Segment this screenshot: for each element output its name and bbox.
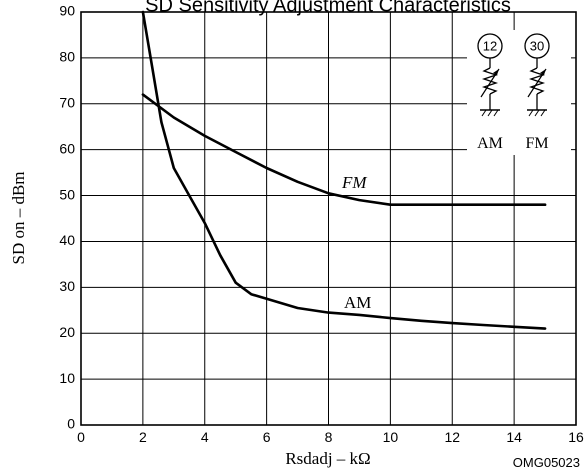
series-line-am: [141, 10, 547, 330]
pin-12-ground-hatch-2: [487, 109, 493, 117]
pin-30-arrowhead-icon: [540, 69, 546, 75]
pin-30-resistor-icon: [528, 67, 546, 95]
pin-12-resistor-icon: [481, 67, 499, 95]
y-tick-label: 80: [59, 49, 75, 65]
y-tick-label: 10: [59, 370, 75, 386]
x-tick-label: 4: [201, 429, 209, 445]
inset-label-fm: FM: [525, 135, 548, 152]
pin-30-ground-hatch-2: [534, 109, 540, 117]
pin-30-ground-hatch-3: [540, 109, 546, 117]
pin-30-ground-hatch-1: [528, 109, 534, 117]
y-tick-label: 20: [59, 324, 75, 340]
plot-frame: [80, 11, 577, 426]
pin-12-label: 12: [483, 38, 497, 53]
series-line-fm: [141, 93, 547, 206]
y-tick-label: 0: [67, 416, 75, 432]
tick-labels: 0 2 4 6 8 10 12 14 16 0 10 20 30 40 50 60 70 80 90: [59, 3, 584, 445]
pin-12-arrowhead-icon: [493, 69, 499, 75]
x-tick-label: 8: [325, 429, 333, 445]
x-tick-label: 16: [568, 429, 584, 445]
series-lines: [141, 10, 547, 330]
figure-code: OMG05023: [513, 455, 580, 470]
x-tick-label: 14: [506, 429, 522, 445]
series-label-am: AM: [344, 293, 371, 312]
x-axis-title: Rsdadj – kΩ: [285, 449, 370, 468]
pin-30-label: 30: [530, 38, 544, 53]
x-tick-label: 6: [263, 429, 271, 445]
y-tick-label: 90: [59, 3, 75, 19]
y-tick-label: 70: [59, 94, 75, 110]
inset-label-am: AM: [477, 135, 503, 152]
inset-schematic: 12 AM 30 FM: [467, 30, 571, 155]
series-label-fm: FM: [341, 173, 367, 192]
pin-12-ground-hatch-3: [493, 109, 499, 117]
y-axis-title: SD on – dBm: [9, 171, 28, 264]
x-tick-label: 10: [383, 429, 399, 445]
x-tick-label: 2: [139, 429, 147, 445]
y-tick-label: 50: [59, 186, 75, 202]
y-tick-label: 60: [59, 140, 75, 156]
x-tick-label: 12: [444, 429, 460, 445]
y-tick-label: 40: [59, 232, 75, 248]
x-tick-label: 0: [77, 429, 85, 445]
y-tick-label: 30: [59, 278, 75, 294]
pin-12-ground-hatch-1: [481, 109, 487, 117]
